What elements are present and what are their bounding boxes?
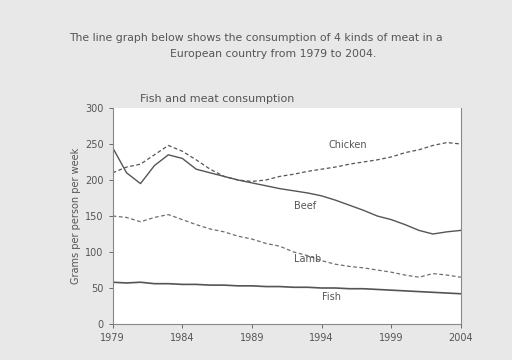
Text: Beef: Beef — [294, 201, 316, 211]
Text: Fish: Fish — [322, 292, 340, 302]
Text: Fish and meat consumption: Fish and meat consumption — [140, 94, 295, 104]
Text: Chicken: Chicken — [329, 140, 367, 150]
Y-axis label: Grams per person per week: Grams per person per week — [71, 148, 81, 284]
Text: The line graph below shows the consumption of 4 kinds of meat in a
          Eur: The line graph below shows the consumpti… — [69, 33, 443, 59]
Text: Lamb: Lamb — [294, 254, 321, 264]
